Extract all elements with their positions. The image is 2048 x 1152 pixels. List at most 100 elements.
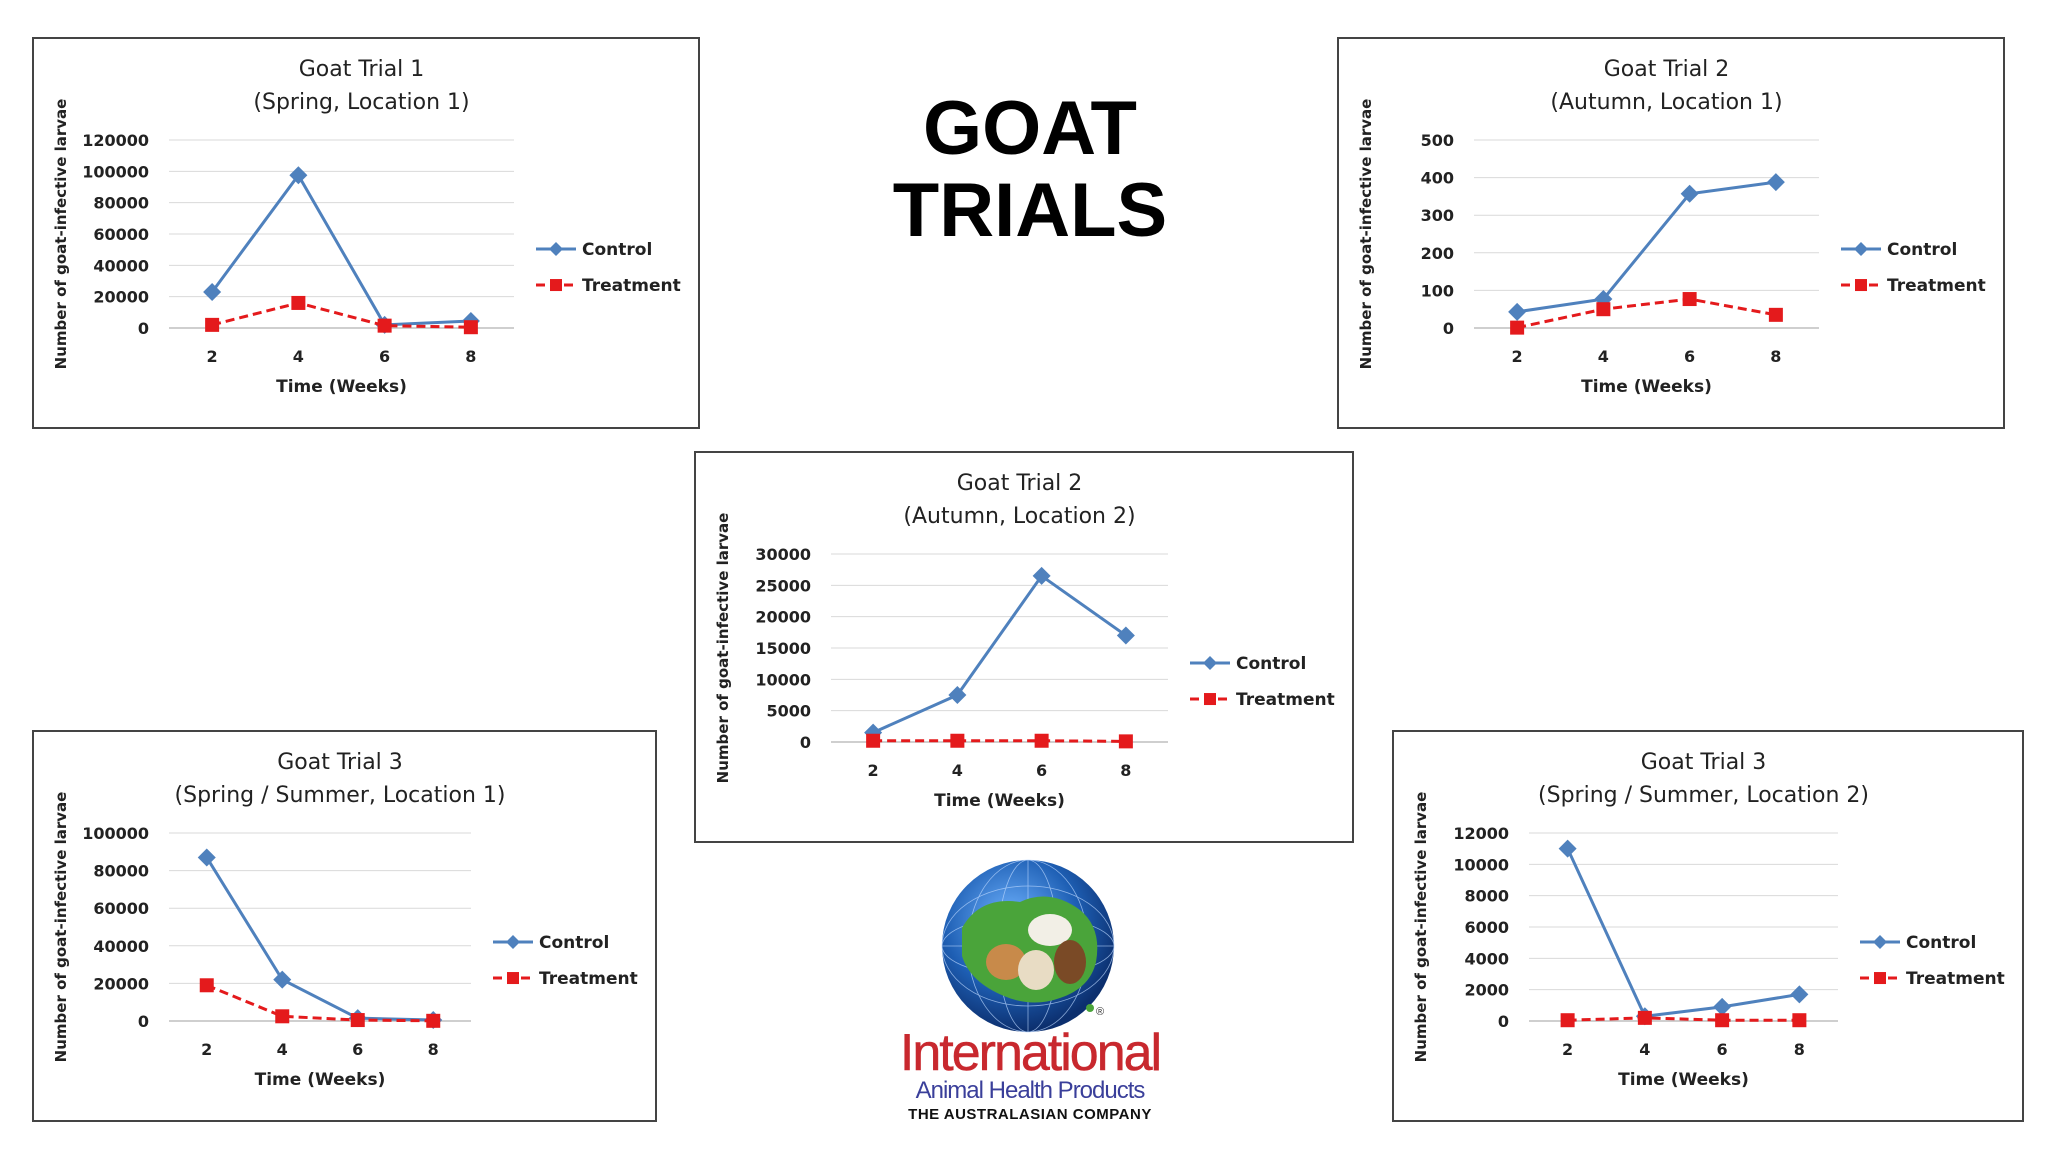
series-line-treatment — [1516, 297, 1777, 330]
x-tick-label: 2 — [1512, 347, 1523, 366]
x-tick-label: 8 — [1794, 1040, 1805, 1059]
chart-title-line1: Goat Trial 3 — [1641, 750, 1767, 775]
series-line-treatment — [211, 301, 471, 329]
page-title-line2: TRIALS — [892, 168, 1168, 253]
x-tick-label: 4 — [952, 761, 963, 780]
y-tick-label: 10000 — [1453, 855, 1509, 874]
legend-label: Control — [1906, 933, 1976, 953]
y-tick-label: 0 — [138, 319, 149, 338]
series-line-control — [1516, 180, 1777, 314]
x-tick-label: 8 — [1120, 761, 1131, 780]
x-tick-label: 8 — [1770, 347, 1781, 366]
globe-animals-icon — [941, 859, 1115, 1033]
data-point-treatment — [1510, 320, 1525, 335]
chart-title-line1: Goat Trial 1 — [299, 57, 425, 82]
y-tick-label: 6000 — [1464, 918, 1509, 937]
x-tick-label: 2 — [201, 1040, 212, 1059]
x-axis-label: Time (Weeks) — [276, 377, 407, 397]
chart-goat-trial-2-location-1: Goat Trial 2 (Autumn, Location 1) 0 100 200 3… — [1337, 37, 2005, 429]
series-line-control — [205, 856, 434, 1022]
series-line-control — [210, 172, 471, 327]
legend-label: Control — [539, 933, 609, 953]
data-point-treatment — [1596, 302, 1611, 317]
x-tick-label: 4 — [293, 347, 304, 366]
y-tick-label: 20000 — [93, 288, 149, 307]
page-title-line1: GOAT — [923, 86, 1137, 171]
y-tick-label: 60000 — [93, 899, 149, 918]
chart-svg: Goat Trial 3 (Spring / Summer, Location 1… — [52, 750, 638, 1090]
y-axis-label: Number of goat-infective larvae — [52, 99, 70, 370]
y-tick-label: 4000 — [1464, 949, 1509, 968]
data-point-treatment — [1560, 1013, 1575, 1028]
legend-marker-control — [549, 242, 563, 257]
data-point-control — [289, 166, 308, 185]
logo-wordmark: International — [899, 1024, 1163, 1082]
legend-marker-control — [1854, 242, 1868, 257]
y-tick-label: 0 — [1498, 1012, 1509, 1031]
data-point-treatment — [205, 317, 220, 332]
chart-goat-trial-2-location-2: Goat Trial 2 (Autumn, Location 2) 0 5000 100… — [694, 451, 1354, 843]
x-tick-label: 8 — [465, 347, 476, 366]
logo-subtitle: Animal Health Products — [915, 1077, 1146, 1104]
y-tick-label: 300 — [1421, 206, 1454, 225]
chart-title-line2: (Autumn, Location 1) — [1550, 90, 1782, 115]
y-tick-label: 0 — [1443, 319, 1454, 338]
series-line-treatment — [206, 983, 434, 1023]
y-tick-label: 100000 — [82, 162, 149, 181]
y-tick-label: 200 — [1421, 244, 1454, 263]
chart-title-line2: (Spring / Summer, Location 2) — [1538, 783, 1869, 808]
y-tick-label: 80000 — [93, 862, 149, 881]
x-tick-label: 6 — [1717, 1040, 1728, 1059]
y-tick-label: 60000 — [93, 225, 149, 244]
y-tick-label: 20000 — [755, 608, 811, 627]
data-point-treatment — [1682, 292, 1697, 307]
data-point-treatment — [1034, 733, 1049, 748]
x-tick-label: 4 — [1639, 1040, 1650, 1059]
chart-goat-trial-1: Goat Trial 1 (Spring, Location 1) 0 20000 40… — [32, 37, 700, 429]
legend-label: Treatment — [1236, 690, 1335, 710]
legend-marker-treatment — [550, 279, 562, 292]
data-point-treatment — [1768, 307, 1783, 322]
chart-title-line2: (Spring / Summer, Location 1) — [175, 783, 506, 808]
legend-marker-treatment — [1855, 279, 1867, 292]
x-axis-label: Time (Weeks) — [1618, 1070, 1749, 1090]
data-point-control — [203, 282, 222, 301]
data-point-treatment — [377, 318, 392, 333]
chart-goat-trial-3-location-2: Goat Trial 3 (Spring / Summer, Location 2… — [1392, 730, 2024, 1122]
x-axis-label: Time (Weeks) — [255, 1070, 386, 1090]
page-title: GOAT TRIALS — [830, 88, 1230, 252]
data-point-treatment — [1118, 734, 1133, 749]
data-point-treatment — [950, 733, 965, 748]
data-point-control — [1766, 173, 1785, 192]
x-axis-label: Time (Weeks) — [1581, 377, 1712, 397]
data-point-control — [1032, 566, 1051, 585]
legend-marker-treatment — [1204, 693, 1216, 706]
series-line-control — [872, 573, 1127, 734]
y-tick-label: 0 — [138, 1012, 149, 1031]
x-tick-label: 6 — [1036, 761, 1047, 780]
chart-title-line1: Goat Trial 2 — [957, 471, 1083, 496]
x-tick-label: 2 — [1562, 1040, 1573, 1059]
series-line-treatment — [1567, 1016, 1800, 1022]
legend-marker-treatment — [507, 972, 519, 985]
y-tick-label: 40000 — [93, 937, 149, 956]
chart-svg: Goat Trial 1 (Spring, Location 1) 0 20000 40… — [52, 57, 681, 397]
data-point-control — [1116, 626, 1135, 645]
x-tick-label: 6 — [352, 1040, 363, 1059]
y-tick-label: 2000 — [1464, 981, 1509, 1000]
data-point-treatment — [350, 1013, 365, 1028]
y-axis-label: Number of goat-infective larvae — [714, 513, 732, 784]
legend-label: Treatment — [1887, 276, 1986, 296]
y-tick-label: 12000 — [1453, 824, 1509, 843]
data-point-treatment — [199, 978, 214, 993]
data-point-treatment — [1792, 1013, 1807, 1028]
chart-title-line1: Goat Trial 3 — [277, 750, 403, 775]
x-tick-label: 6 — [1684, 347, 1695, 366]
y-tick-label: 100000 — [82, 824, 149, 843]
y-tick-label: 400 — [1421, 169, 1454, 188]
legend-label: Control — [582, 240, 652, 260]
y-tick-label: 20000 — [93, 974, 149, 993]
legend-marker-control — [1203, 656, 1217, 671]
logo-tagline: THE AUSTRALASIAN COMPANY — [908, 1106, 1152, 1123]
y-tick-label: 30000 — [755, 545, 811, 564]
